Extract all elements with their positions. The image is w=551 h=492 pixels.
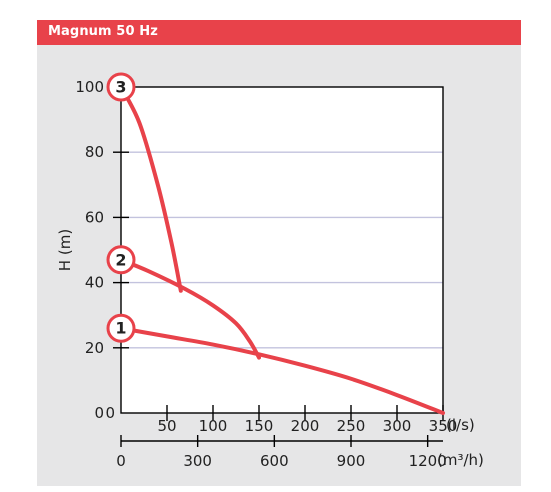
secondary-x-tick-label: 0 [116, 452, 126, 470]
curve-marker-label: 1 [115, 319, 126, 338]
pump-curve-2 [119, 257, 261, 360]
y-tick-label: 60 [85, 208, 104, 226]
curve-marker-label: 3 [115, 78, 126, 97]
curve-marker-3 [106, 72, 136, 102]
x-axis-unit-primary: (l/s) [446, 416, 475, 434]
x-tick-label: 150 [245, 417, 274, 435]
header-bar: Magnum 50 Hz [37, 20, 521, 45]
curve-marker-label: 2 [115, 250, 126, 269]
pump-curve-3 [119, 85, 183, 293]
x-tick-label: 0 [105, 404, 115, 422]
plot-area [121, 87, 443, 413]
y-tick-label: 0 [94, 404, 104, 422]
x-axis-secondary: 0 300 600 900 1200 [116, 435, 447, 470]
chart-header-title: Magnum 50 Hz [48, 24, 158, 39]
secondary-x-tick-label: 900 [337, 452, 366, 470]
pump-curves [119, 85, 445, 415]
x-tick-label: 300 [383, 417, 412, 435]
x-tick-label: 50 [157, 417, 176, 435]
x-axis-unit-secondary: (m³/h) [437, 451, 484, 469]
x-tick-label: 200 [291, 417, 320, 435]
curve-markers: 1 2 3 [106, 72, 136, 343]
x-axis-primary: 0 50 100 150 200 250 300 350 [105, 404, 457, 435]
pump-curve-1 [119, 326, 445, 415]
curve-marker-1 [106, 313, 136, 343]
y-tick-label: 80 [85, 143, 104, 161]
secondary-x-tick-label: 1200 [409, 452, 447, 470]
y-tick-label: 100 [75, 78, 104, 96]
x-tick-label: 100 [199, 417, 228, 435]
x-tick-label: 350 [429, 417, 458, 435]
secondary-x-tick-label: 600 [260, 452, 289, 470]
y-axis-label: H (m) [56, 229, 74, 271]
curve-marker-2 [106, 245, 136, 275]
y-tick-label: 40 [85, 274, 104, 292]
secondary-x-tick-label: 300 [183, 452, 212, 470]
y-tick-label: 20 [85, 339, 104, 357]
x-tick-label: 250 [337, 417, 366, 435]
